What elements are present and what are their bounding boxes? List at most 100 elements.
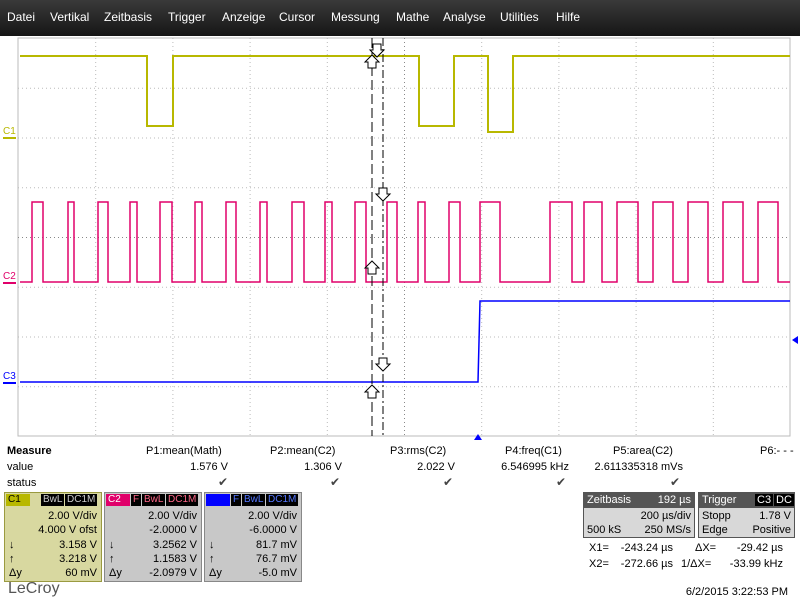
coupling-badge: DC1M	[266, 494, 299, 506]
cursor-arrow-icon	[374, 357, 392, 372]
trigger-slope: Positive	[752, 524, 791, 536]
down-arrow-icon: ↓	[109, 539, 115, 551]
measure-value-label: value	[7, 461, 34, 473]
param-p2-value: 1.306 V	[304, 461, 342, 473]
cursor-x2-label: X2=	[589, 558, 609, 570]
card-down-value: 3.2562 V	[152, 539, 197, 551]
menu-hilfe[interactable]: Hilfe	[556, 10, 581, 24]
brand-logo: LeCroy	[8, 580, 60, 597]
coupling-badge: DC1M	[65, 494, 98, 506]
up-arrow-icon: ↑	[9, 553, 15, 565]
delta-y-label: Δy	[109, 567, 122, 579]
menu-cursor[interactable]: Cursor	[279, 10, 316, 24]
measure-table: Measure value status P1:mean(Math) 1.576…	[0, 442, 800, 490]
menu-datei[interactable]: Datei	[7, 10, 36, 24]
card-channel-label: C3	[206, 494, 230, 506]
menu-anzeige[interactable]: Anzeige	[222, 10, 266, 24]
param-p3-name[interactable]: P3:rms(C2)	[390, 445, 447, 457]
down-arrow-icon: ↓	[209, 539, 215, 551]
waveform-display[interactable]: C1 C2 C3	[0, 36, 800, 442]
cursor-arrow-icon	[363, 260, 381, 275]
trigger-position-icon	[474, 434, 482, 440]
timebase-delay: 192 µs	[657, 494, 691, 506]
card-offset: 4.000 V ofst	[38, 524, 97, 536]
param-p2-status: ✔	[330, 475, 341, 489]
c2-trace	[20, 201, 790, 283]
measure-title: Measure	[7, 445, 52, 457]
graticule-grid	[18, 38, 787, 435]
c2-label: C2	[3, 271, 16, 282]
card-up-value: 76.7 mV	[256, 553, 297, 565]
param-p1-status: ✔	[218, 475, 229, 489]
menu-utilities[interactable]: Utilities	[500, 10, 539, 24]
param-p1-name[interactable]: P1:mean(Math)	[146, 445, 222, 457]
delta-y-label: Δy	[9, 567, 22, 579]
cursor-inv-dx-value: -33.99 kHz	[729, 558, 783, 570]
card-vdiv: 2.00 V/div	[48, 510, 97, 522]
card-offset: -2.0000 V	[149, 524, 197, 536]
trigger-level-icon	[792, 336, 798, 344]
cursor-arrow-icon	[368, 43, 386, 58]
menu-zeitbasis[interactable]: Zeitbasis	[104, 10, 153, 24]
timestamp: 6/2/2015 3:22:53 PM	[685, 586, 788, 598]
timebase-div: 200 µs/div	[640, 510, 691, 522]
card-up-value: 3.218 V	[59, 553, 97, 565]
trigger-coupling: DC	[774, 494, 794, 506]
coupling-badge: DC1M	[166, 494, 199, 506]
c3-label: C3	[3, 371, 16, 382]
param-p2-name[interactable]: P2:mean(C2)	[270, 445, 336, 457]
bwl-badge: BwL	[41, 494, 65, 506]
param-p5-name[interactable]: P5:area(C2)	[613, 445, 673, 457]
trigger-type: Edge	[702, 524, 728, 536]
cursor-dx-value: -29.42 µs	[736, 542, 783, 554]
channel-card-c2[interactable]: C2 F BwL DC1M 2.00 V/div -2.0000 V ↓ 3.25…	[104, 492, 202, 582]
param-p1-value: 1.576 V	[190, 461, 228, 473]
card-channel-label: C2	[106, 494, 130, 506]
cursor-x1-value: -243.24 µs	[620, 542, 673, 554]
param-p4-name[interactable]: P4:freq(C1)	[505, 445, 562, 457]
delta-y-label: Δy	[209, 567, 222, 579]
channel-card-c1[interactable]: C1 BwL DC1M 2.00 V/div 4.000 V ofst ↓ 3.1…	[4, 492, 102, 582]
bwl-badge: BwL	[242, 494, 266, 506]
trigger-panel[interactable]: Trigger C3 DC Stopp 1.78 V Edge Positive	[698, 492, 795, 538]
card-down-value: 81.7 mV	[256, 539, 297, 551]
timebase-rate: 250 MS/s	[644, 524, 691, 536]
cursor-arrow-icon	[363, 54, 381, 69]
trigger-label: Trigger	[702, 494, 737, 506]
cursor-x2-value: -272.66 µs	[620, 558, 673, 570]
waveform-svg: C1 C2 C3	[3, 37, 798, 440]
cursor-x1-label: X1=	[589, 542, 609, 554]
down-arrow-icon: ↓	[9, 539, 15, 551]
param-p3-status: ✔	[443, 475, 454, 489]
param-p5-value: 2.611335318 mVs	[594, 461, 683, 473]
card-dy-value: -2.0979 V	[149, 567, 197, 579]
cursor-arrow-icon	[374, 187, 392, 202]
timebase-samples: 500 kS	[587, 524, 622, 536]
cursor-arrow-icon	[363, 384, 381, 399]
card-offset: -6.0000 V	[249, 524, 297, 536]
card-dy-value: 60 mV	[65, 567, 97, 579]
card-down-value: 3.158 V	[59, 539, 97, 551]
filter-badge: F	[131, 494, 142, 506]
bwl-badge: BwL	[142, 494, 166, 506]
filter-badge: F	[231, 494, 242, 506]
param-p4-status: ✔	[556, 475, 567, 489]
cursor-inv-dx-label: 1/ΔX=	[681, 558, 712, 570]
param-p3-value: 2.022 V	[417, 461, 455, 473]
menu-vertikal[interactable]: Vertikal	[50, 10, 90, 24]
c1-trace	[20, 55, 790, 133]
card-channel-label: C1	[6, 494, 30, 506]
param-p6-name[interactable]: P6:- - -	[760, 445, 794, 457]
trigger-level: 1.78 V	[759, 510, 791, 522]
channel-card-c3[interactable]: C3 F BwL DC1M 2.00 V/div -6.0000 V ↓ 81.7…	[204, 492, 302, 582]
trigger-mode: Stopp	[702, 510, 731, 522]
timebase-panel[interactable]: Zeitbasis 192 µs 200 µs/div 500 kS 250 M…	[583, 492, 695, 538]
menu-messung[interactable]: Messung	[331, 10, 380, 24]
menu-analyse[interactable]: Analyse	[443, 10, 486, 24]
menu-trigger[interactable]: Trigger	[168, 10, 206, 24]
trigger-source: C3	[755, 494, 774, 506]
cursor-readout: X1= -243.24 µs ΔX= -29.42 µs X2= -272.66…	[583, 540, 795, 576]
measure-status-label: status	[7, 477, 37, 489]
up-arrow-icon: ↑	[209, 553, 215, 565]
menu-mathe[interactable]: Mathe	[396, 10, 430, 24]
